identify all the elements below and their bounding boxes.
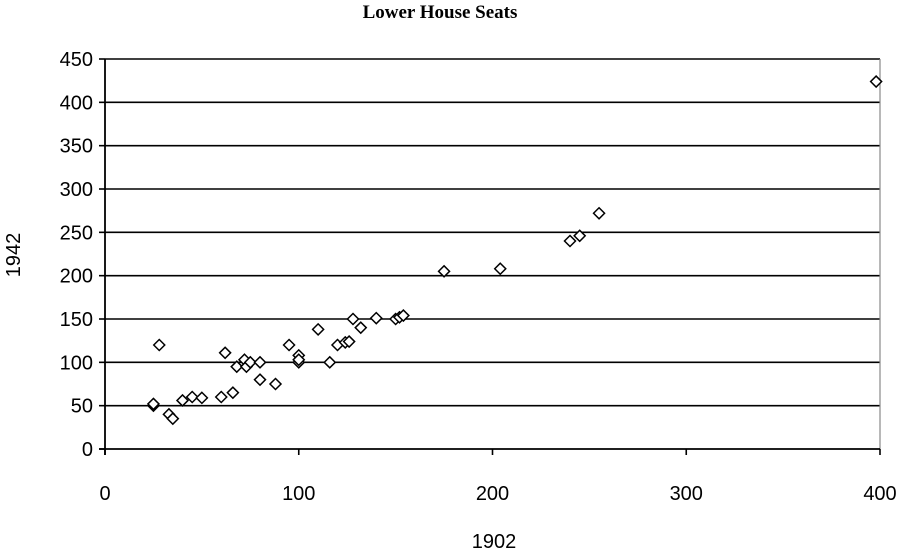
data-point bbox=[185, 390, 199, 404]
y-tick-label: 100 bbox=[60, 352, 93, 374]
data-point bbox=[437, 264, 451, 278]
x-tick-label: 100 bbox=[282, 483, 315, 505]
data-point bbox=[268, 377, 283, 391]
data-point bbox=[563, 234, 577, 248]
data-point bbox=[292, 353, 306, 367]
data-point bbox=[396, 308, 410, 323]
data-point bbox=[214, 390, 228, 404]
gridlines bbox=[105, 58, 880, 407]
x-tick-label: 200 bbox=[476, 483, 509, 505]
x-tick-label: 0 bbox=[99, 483, 110, 505]
y-tick-label: 150 bbox=[60, 309, 93, 331]
y-tick-label: 0 bbox=[82, 439, 93, 461]
data-point bbox=[493, 262, 507, 276]
y-tick-label: 200 bbox=[60, 266, 93, 288]
data-point bbox=[323, 355, 337, 369]
data-points bbox=[146, 74, 883, 426]
x-tick-labels: 0 100 200 300 400 bbox=[99, 483, 896, 505]
data-point bbox=[230, 360, 244, 374]
y-tick-label: 250 bbox=[60, 222, 93, 244]
x-tick-label: 400 bbox=[863, 483, 896, 505]
y-tick-label: 400 bbox=[60, 92, 93, 114]
data-point bbox=[354, 321, 368, 335]
data-point bbox=[346, 312, 360, 326]
data-point bbox=[253, 373, 267, 387]
data-point bbox=[195, 391, 209, 405]
data-point bbox=[342, 334, 356, 349]
data-point bbox=[218, 346, 232, 360]
y-tick-label: 350 bbox=[60, 136, 93, 158]
data-point bbox=[282, 338, 296, 352]
chart-title: Lower House Seats bbox=[362, 2, 518, 23]
data-point bbox=[226, 386, 240, 400]
y-tick-labels: 0 50 100 150 200 250 300 350 400 450 bbox=[60, 49, 93, 461]
data-point bbox=[243, 355, 257, 369]
data-point bbox=[166, 412, 180, 426]
data-point bbox=[573, 229, 587, 243]
x-axis-title: 1902 bbox=[472, 531, 517, 553]
data-point bbox=[175, 393, 190, 408]
data-point bbox=[592, 206, 606, 220]
data-point bbox=[869, 74, 883, 89]
data-point bbox=[253, 355, 267, 369]
y-axis-title: 1942 bbox=[3, 233, 25, 278]
data-point bbox=[152, 338, 166, 352]
x-tick-label: 300 bbox=[670, 483, 703, 505]
data-point bbox=[369, 311, 383, 325]
y-tick-label: 450 bbox=[60, 49, 93, 71]
data-point bbox=[146, 397, 160, 411]
y-tick-label: 50 bbox=[71, 396, 93, 418]
data-point bbox=[311, 322, 325, 336]
axes bbox=[99, 58, 881, 455]
y-tick-label: 300 bbox=[60, 179, 93, 201]
